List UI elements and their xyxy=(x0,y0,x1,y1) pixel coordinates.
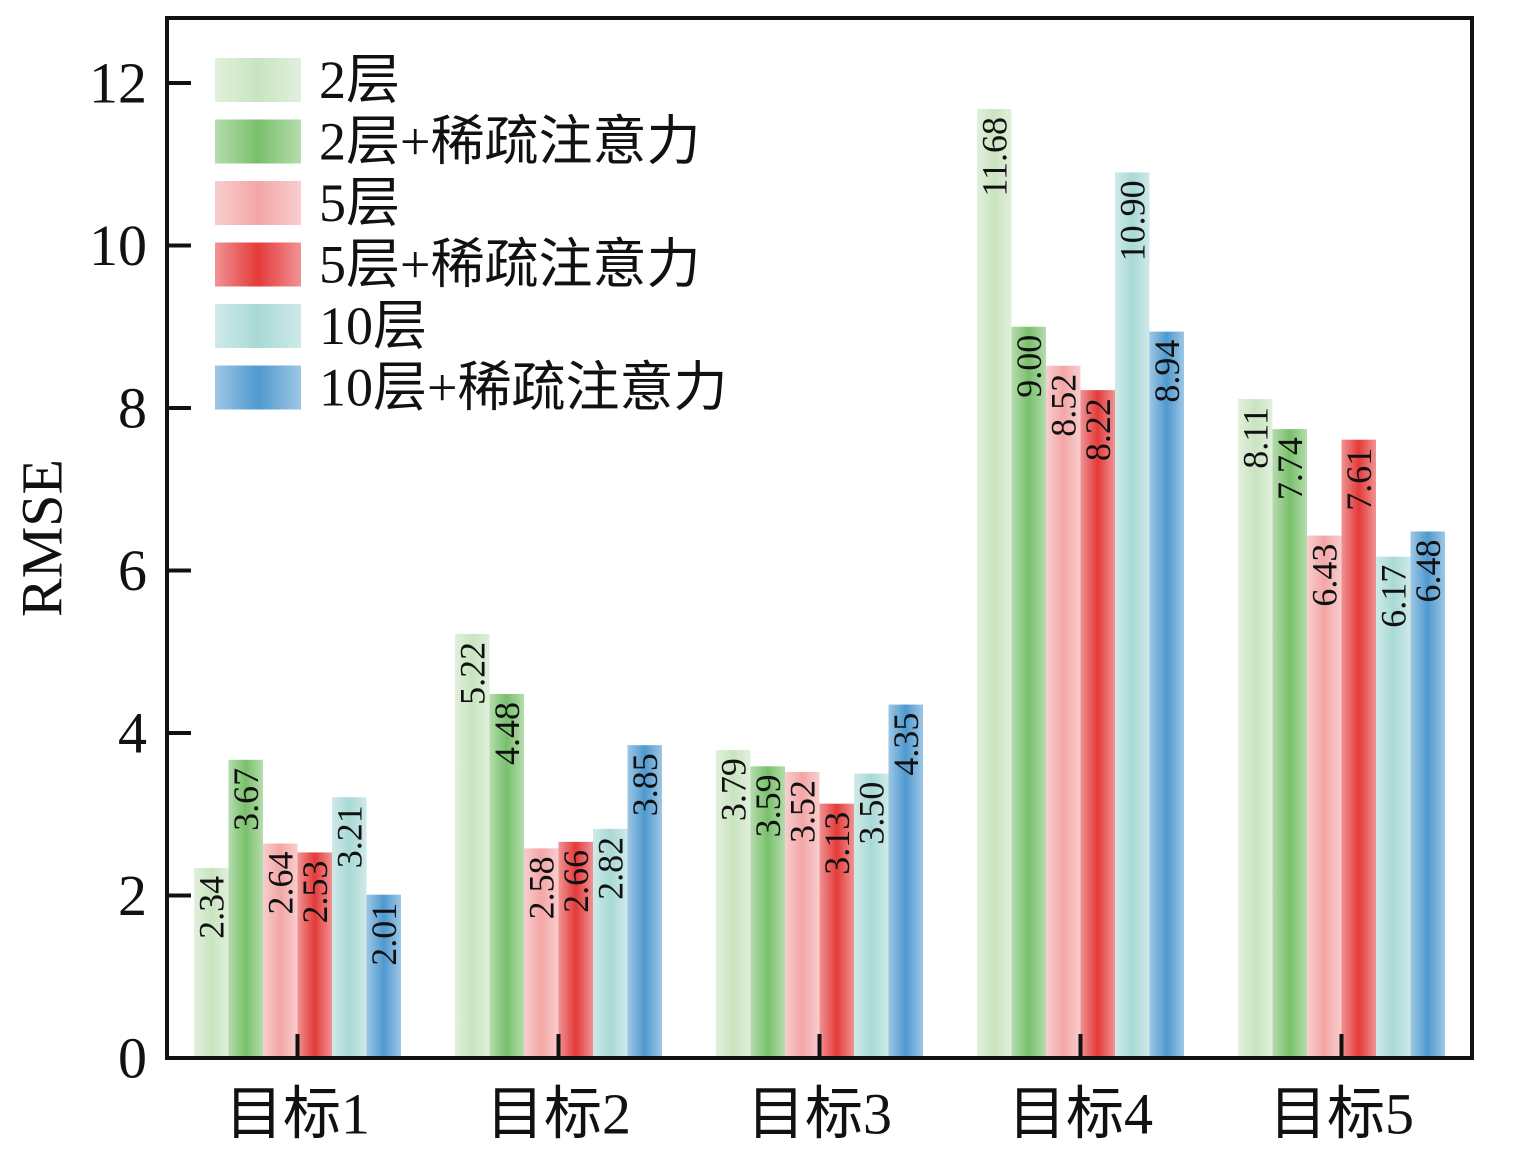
bar-5-3 xyxy=(854,773,889,1058)
bar-4-5 xyxy=(1341,439,1376,1058)
bar-5-1 xyxy=(332,797,367,1058)
data-label-6-2: 3.85 xyxy=(625,753,665,816)
legend-swatch-2 xyxy=(215,119,301,164)
x-tick-label: 目标1 xyxy=(225,1082,370,1147)
data-label-2-3: 3.59 xyxy=(748,774,788,837)
bar-4-3 xyxy=(819,803,854,1058)
legend-swatch-6 xyxy=(215,365,301,410)
data-label-6-5: 6.48 xyxy=(1408,540,1448,603)
data-label-1-5: 8.11 xyxy=(1235,407,1275,469)
data-labels-layer: 2.34 3.67 2.642.533.21 2.01 5.224.48 2.582.66… xyxy=(191,117,1448,966)
bar-1-1 xyxy=(194,867,229,1058)
x-tick-label: 目标2 xyxy=(486,1082,631,1147)
data-label-4-3: 3.13 xyxy=(817,812,857,875)
legend-label-6: 10层+稀疏注意力 xyxy=(319,358,727,418)
bar-6-5 xyxy=(1410,531,1445,1058)
bar-2-4 xyxy=(1011,326,1046,1058)
bar-2-1 xyxy=(228,759,263,1058)
data-label-5-4: 10.90 xyxy=(1112,180,1152,261)
data-label-3-1: 2.64 xyxy=(260,852,300,915)
legend-label-1: 2层 xyxy=(319,50,400,110)
data-label-6-1: 2.01 xyxy=(364,903,404,966)
data-label-3-3: 3.52 xyxy=(782,780,822,843)
bar-4-2 xyxy=(558,841,593,1058)
data-label-3-2: 2.58 xyxy=(521,856,561,919)
bar-5-5 xyxy=(1376,556,1411,1058)
y-tick-label: 6 xyxy=(118,538,147,603)
bar-6-3 xyxy=(888,704,923,1058)
bar-6-4 xyxy=(1149,331,1184,1058)
bar-5-2 xyxy=(593,828,628,1058)
data-label-5-2: 2.82 xyxy=(590,837,630,900)
data-label-5-1: 3.21 xyxy=(329,805,369,868)
legend-label-3: 5层 xyxy=(319,173,400,233)
data-label-4-2: 2.66 xyxy=(556,850,596,913)
data-label-1-2: 5.22 xyxy=(452,642,492,705)
legend-swatch-5 xyxy=(215,304,301,348)
bar-3-4 xyxy=(1046,365,1081,1058)
bar-1-3 xyxy=(716,750,751,1058)
data-label-3-4: 8.52 xyxy=(1043,374,1083,437)
y-tick-label: 8 xyxy=(118,376,147,441)
data-label-6-3: 4.35 xyxy=(886,713,926,776)
bar-4-4 xyxy=(1080,390,1115,1058)
legend-label-2: 2层+稀疏注意力 xyxy=(319,112,700,172)
legend-swatch-4 xyxy=(215,242,301,287)
axes-layer: 0 2 4 6 8 10 12 目标1 目标2 目标3 目标4 目标5 RMSE xyxy=(10,16,1474,1147)
bar-3-5 xyxy=(1307,535,1342,1058)
y-tick-label: 12 xyxy=(89,51,147,116)
bar-3-2 xyxy=(524,848,559,1058)
y-tick-label: 0 xyxy=(118,1026,147,1091)
data-label-5-3: 3.50 xyxy=(851,782,891,845)
x-tick-label: 目标3 xyxy=(747,1082,892,1147)
data-label-6-4: 8.94 xyxy=(1147,340,1187,403)
data-label-4-5: 7.61 xyxy=(1339,448,1379,511)
bars-layer xyxy=(194,109,1445,1058)
data-label-2-2: 4.48 xyxy=(487,702,527,765)
data-label-3-5: 6.43 xyxy=(1304,544,1344,607)
legend-swatch-1 xyxy=(215,58,301,102)
data-label-4-4: 8.22 xyxy=(1078,398,1118,461)
bar-1-4 xyxy=(977,109,1012,1058)
data-label-1-1: 2.34 xyxy=(191,876,231,939)
legend-swatch-3 xyxy=(215,181,301,225)
bar-4-1 xyxy=(297,852,332,1058)
y-tick-label: 4 xyxy=(118,701,147,766)
data-label-5-5: 6.17 xyxy=(1373,565,1413,628)
bar-6-1 xyxy=(366,894,401,1058)
x-tick-label: 目标4 xyxy=(1008,1082,1153,1147)
data-label-1-4: 11.68 xyxy=(974,117,1014,197)
y-axis-label: RMSE xyxy=(10,459,75,617)
legend-label-5: 10层 xyxy=(319,296,427,356)
x-tick-label: 目标5 xyxy=(1269,1082,1414,1147)
bar-2-5 xyxy=(1272,429,1307,1058)
bar-6-2 xyxy=(627,745,662,1058)
y-tick-label: 2 xyxy=(118,863,147,928)
data-label-2-1: 3.67 xyxy=(226,768,266,831)
bar-1-2 xyxy=(455,633,490,1058)
y-tick-label: 10 xyxy=(89,213,147,278)
data-label-2-4: 9.00 xyxy=(1009,335,1049,398)
bar-5-4 xyxy=(1115,172,1150,1058)
bar-2-2 xyxy=(489,694,524,1058)
legend-label-4: 5层+稀疏注意力 xyxy=(319,235,700,295)
bar-1-5 xyxy=(1238,399,1273,1058)
bar-3-3 xyxy=(785,772,820,1058)
data-label-1-3: 3.79 xyxy=(713,758,753,821)
data-label-2-5: 7.74 xyxy=(1270,437,1310,500)
data-label-4-1: 2.53 xyxy=(295,860,335,923)
bar-3-1 xyxy=(263,843,298,1058)
bar-2-3 xyxy=(750,766,785,1058)
